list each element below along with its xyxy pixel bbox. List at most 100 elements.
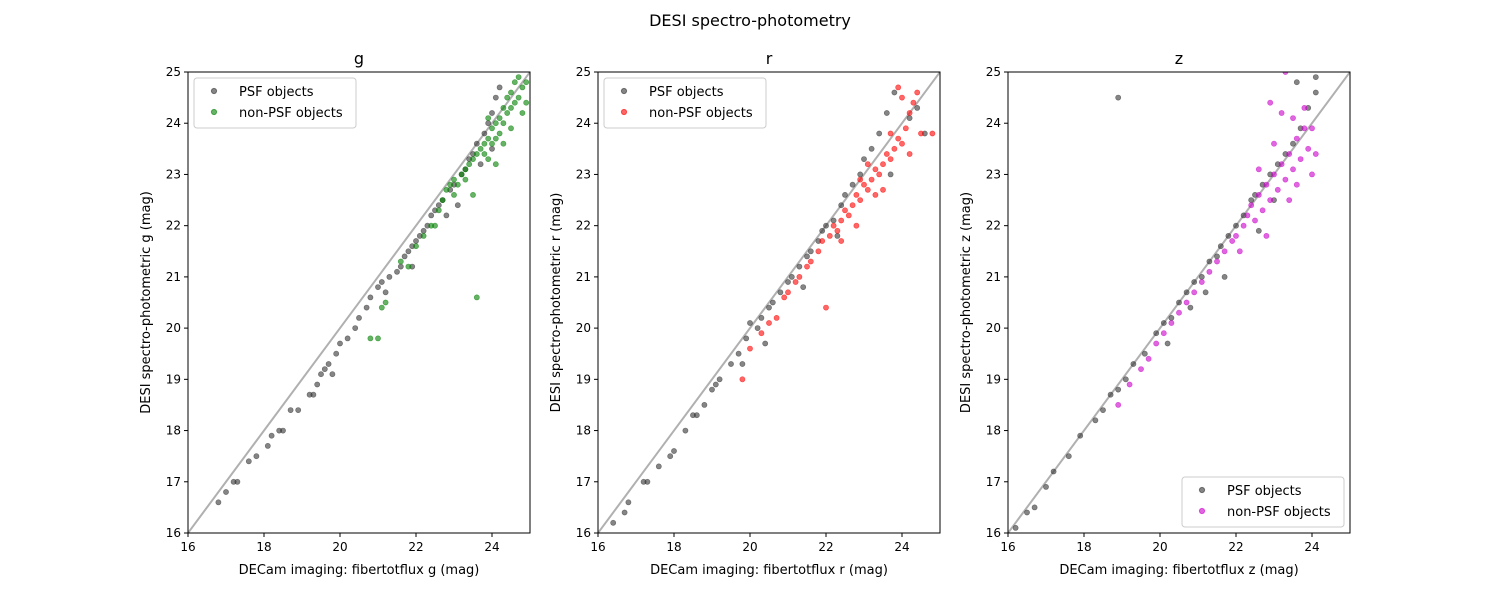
data-point (492, 135, 499, 142)
data-point (1115, 386, 1122, 393)
data-point (287, 407, 294, 413)
data-point (762, 340, 769, 347)
y-tick-label: 16 (166, 526, 181, 540)
data-point (1126, 381, 1133, 388)
y-tick-label: 22 (166, 219, 181, 233)
data-point (1043, 483, 1049, 490)
y-tick-label: 17 (986, 475, 1001, 489)
x-tick-label: 20 (1152, 540, 1167, 554)
data-point (1301, 105, 1308, 111)
data-point (519, 110, 526, 116)
y-axis-label: DESI spectro-photometric r (mag) (549, 193, 564, 413)
data-point (1286, 151, 1293, 157)
legend: PSF objects non-PSF objects (1181, 476, 1345, 528)
data-point (728, 361, 734, 367)
y-tick-label: 21 (576, 270, 591, 284)
data-point (853, 191, 860, 198)
data-point (1244, 212, 1251, 219)
data-point (375, 284, 381, 290)
data-point (473, 294, 480, 301)
data-point (481, 151, 488, 157)
data-point (1065, 453, 1072, 460)
data-point (473, 151, 480, 157)
data-point (1115, 401, 1122, 408)
data-point (485, 120, 492, 127)
x-tick-label: 18 (256, 540, 271, 554)
data-point (785, 279, 791, 285)
data-point (508, 125, 514, 132)
data-point (1233, 232, 1239, 239)
data-point (1221, 273, 1228, 280)
data-point (1191, 289, 1198, 296)
data-point (477, 145, 484, 152)
data-point (701, 401, 708, 408)
data-point (447, 181, 454, 188)
data-point (397, 258, 404, 265)
data-point (1259, 207, 1266, 214)
data-point (318, 371, 324, 378)
data-point (1271, 171, 1277, 178)
data-point (1160, 330, 1167, 337)
data-point (481, 130, 488, 137)
data-point (432, 222, 438, 229)
panel-g: 16 18 20 22 24 16 17 18 19 20 21 22 23 24 25 g DECam ima… (139, 49, 531, 578)
data-point (910, 99, 917, 106)
data-point (899, 94, 905, 101)
data-point (504, 110, 511, 116)
data-point (785, 289, 791, 296)
data-point (887, 130, 894, 137)
data-point (1286, 197, 1293, 203)
data-point (1252, 217, 1258, 224)
y-tick-label: 25 (986, 65, 1001, 79)
data-point (671, 448, 677, 454)
data-point (766, 320, 772, 326)
data-point (378, 279, 385, 285)
data-point (492, 120, 499, 127)
data-point (712, 381, 719, 388)
panel-r: 16 18 20 22 24 16 17 18 19 20 21 22 23 24 25 r DECam ima… (549, 49, 941, 578)
data-point (489, 145, 495, 152)
data-point (489, 125, 495, 132)
y-tick-label: 25 (166, 65, 181, 79)
data-point (682, 427, 689, 434)
x-tick-label: 20 (742, 540, 757, 554)
data-point (777, 289, 784, 296)
series-non-psf (367, 74, 530, 342)
x-tick-label: 20 (332, 540, 347, 554)
data-point (709, 386, 715, 393)
data-point (864, 186, 871, 193)
data-point (1168, 314, 1175, 321)
panel-z: 16 18 20 22 24 16 17 18 19 20 21 22 23 24 25 z DECam ima… (959, 49, 1351, 578)
data-point (443, 212, 450, 219)
data-point (1206, 258, 1213, 265)
data-point (1206, 268, 1213, 275)
data-point (792, 279, 799, 285)
legend-box (603, 77, 767, 129)
data-point (807, 258, 814, 265)
data-point (644, 478, 651, 485)
data-point (405, 263, 412, 270)
data-point (420, 232, 427, 239)
legend-marker (620, 108, 628, 116)
data-point (880, 186, 886, 193)
data-point (356, 314, 362, 321)
data-point (739, 376, 746, 383)
data-point (462, 176, 469, 183)
data-point (838, 217, 845, 224)
data-point (1187, 304, 1194, 311)
data-point (508, 89, 514, 96)
data-point (1293, 79, 1300, 86)
data-point (1164, 340, 1171, 347)
data-point (823, 222, 829, 229)
data-point (758, 314, 765, 321)
data-point (864, 161, 871, 168)
data-point (462, 166, 469, 173)
data-point (496, 84, 503, 91)
data-point (1248, 197, 1255, 203)
data-point (519, 84, 526, 91)
data-point (1290, 115, 1296, 121)
data-point (1183, 299, 1190, 306)
data-point (655, 463, 662, 470)
y-tick-label: 23 (166, 167, 181, 181)
